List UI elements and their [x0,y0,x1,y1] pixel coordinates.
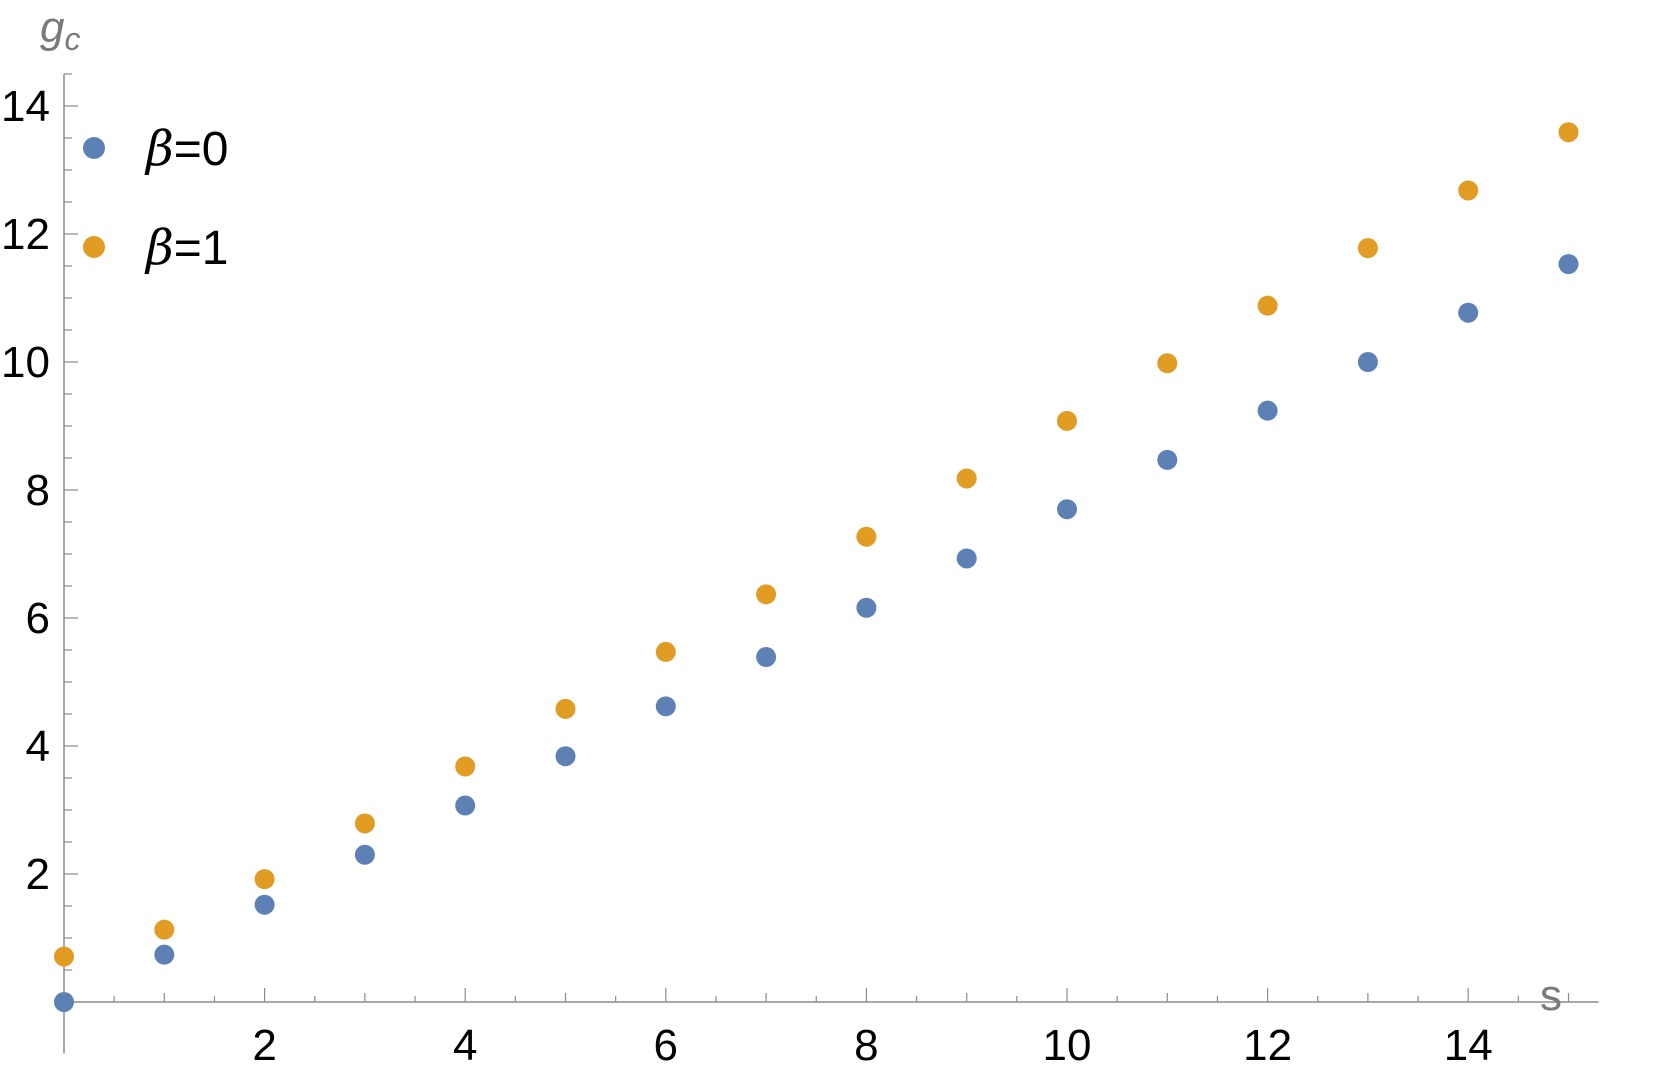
data-point-series-0 [354,844,375,865]
y-axis-label-main: g [40,3,65,52]
data-point-series-0 [1157,449,1178,470]
data-point-series-0 [1257,400,1278,421]
y-tick-label: 12 [1,210,50,259]
y-tick-label: 10 [1,338,50,387]
legend-marker-series-0 [83,137,105,159]
data-point-series-1 [254,869,275,890]
data-point-series-0 [1558,254,1579,275]
x-tick-label: 4 [453,1021,477,1070]
data-point-series-1 [1357,238,1378,259]
axes [63,74,1599,1054]
y-tick-label: 6 [26,594,50,643]
data-point-series-1 [655,641,676,662]
data-point-series-0 [254,894,275,915]
data-point-series-0 [756,647,777,668]
data-point-series-0 [1458,302,1479,323]
ticks: 2 4 6 8 10 12 14 2 4 6 8 10 12 14 [1,73,1570,1070]
x-tick-label: 12 [1243,1021,1292,1070]
data-point-series-1 [354,813,375,834]
data-point-series-0 [1057,499,1077,520]
y-tick-label: 4 [26,722,50,771]
legend-symbol-series-1: β [144,220,174,276]
legend: β=0 β=1 [83,121,228,276]
y-tick-label: 14 [1,82,50,131]
data-point-series-1 [154,919,175,940]
x-tick-label: 10 [1043,1021,1092,1070]
data-points [54,122,1579,1012]
data-point-series-1 [1157,353,1178,374]
y-tick-label: 8 [26,466,50,515]
data-point-series-0 [555,746,576,767]
legend-symbol-series-0: β [144,121,174,177]
x-tick-label: 8 [854,1021,878,1070]
legend-value-series-1: =1 [174,222,229,275]
legend-value-series-0: =0 [174,123,229,176]
data-point-series-1 [1558,122,1579,143]
x-tick-label: 2 [252,1021,276,1070]
data-point-series-1 [856,526,877,547]
y-axis-label-sub: c [64,21,80,57]
data-point-series-0 [655,696,676,717]
x-axis-label: s [1540,971,1562,1020]
legend-marker-series-1 [83,236,105,258]
legend-label-series-1: β=1 [144,220,228,276]
data-point-series-1 [1057,410,1077,431]
series-0 [54,254,1579,1012]
y-tick-label: 2 [26,850,50,899]
data-point-series-0 [455,795,476,816]
data-point-series-1 [455,756,476,777]
data-point-series-1 [1257,295,1278,316]
legend-label-series-0: β=0 [144,121,228,177]
data-point-series-0 [856,597,877,618]
series-1 [54,122,1579,967]
data-point-series-0 [54,992,74,1012]
data-point-series-1 [555,698,576,719]
data-point-series-0 [154,944,175,965]
x-tick-label: 6 [654,1021,678,1070]
data-point-series-1 [54,946,74,967]
data-point-series-1 [756,584,777,605]
x-tick-label: 14 [1444,1021,1493,1070]
y-axis-label: gc [40,3,80,57]
data-point-series-0 [1357,352,1378,372]
data-point-series-0 [956,548,977,569]
data-point-series-1 [956,468,977,489]
data-point-series-1 [1458,180,1479,201]
